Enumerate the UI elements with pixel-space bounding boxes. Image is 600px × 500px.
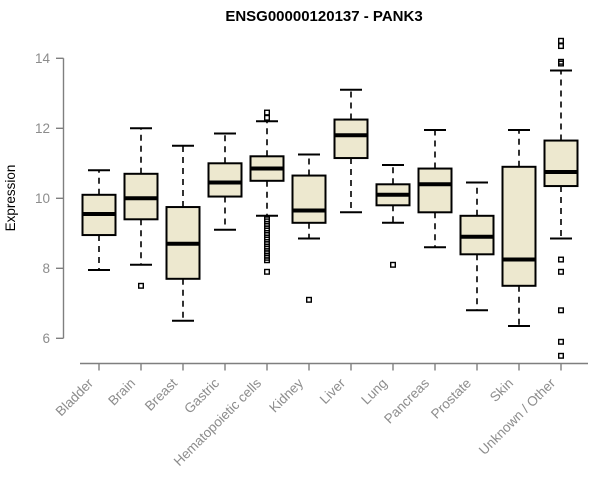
outlier-point bbox=[558, 37, 565, 44]
x-category-label-pancreas: Pancreas bbox=[381, 375, 432, 426]
outlier-point bbox=[264, 257, 271, 264]
x-category-label-bladder: Bladder bbox=[53, 375, 97, 419]
y-tick-label: 6 bbox=[42, 331, 50, 346]
outlier-point bbox=[264, 109, 271, 116]
box-prostate bbox=[459, 181, 495, 312]
x-category-label-liver: Liver bbox=[317, 375, 349, 407]
x-category-label-gastric: Gastric bbox=[181, 375, 222, 416]
box-kidney bbox=[291, 153, 327, 303]
chart-title: ENSG00000120137 - PANK3 bbox=[225, 8, 422, 25]
x-category-label-kidney: Kidney bbox=[266, 375, 306, 415]
box-unknown-other bbox=[543, 37, 579, 359]
x-category-label-lung: Lung bbox=[358, 376, 390, 408]
outlier-point bbox=[264, 114, 271, 121]
iqr-box bbox=[333, 118, 369, 160]
y-tick-label: 8 bbox=[42, 261, 50, 276]
box-breast bbox=[165, 144, 201, 322]
box-bladder bbox=[81, 169, 117, 272]
x-category-label-prostate: Prostate bbox=[428, 376, 474, 422]
iqr-box bbox=[501, 165, 537, 287]
outlier-point bbox=[558, 307, 565, 314]
iqr-box bbox=[291, 174, 327, 224]
box-pancreas bbox=[417, 129, 453, 249]
outlier-point bbox=[558, 43, 565, 50]
outlier-point bbox=[558, 268, 565, 275]
iqr-box bbox=[207, 162, 243, 198]
x-category-label-brain: Brain bbox=[105, 376, 138, 409]
boxes-layer bbox=[81, 37, 579, 359]
y-tick-label: 10 bbox=[35, 191, 50, 206]
y-axis-title: Expression bbox=[3, 165, 18, 232]
x-category-label-skin: Skin bbox=[487, 376, 516, 405]
outlier-point bbox=[558, 60, 565, 67]
box-liver bbox=[333, 88, 369, 214]
box-hematopoietic-cells bbox=[249, 109, 285, 275]
iqr-box bbox=[417, 167, 453, 214]
box-gastric bbox=[207, 132, 243, 231]
box-skin bbox=[501, 129, 537, 328]
outlier-point bbox=[137, 282, 144, 289]
outlier-point bbox=[264, 268, 271, 275]
y-tick-label: 12 bbox=[35, 121, 50, 136]
outlier-point bbox=[558, 338, 565, 345]
outlier-point bbox=[390, 261, 397, 268]
box-lung bbox=[375, 164, 411, 268]
y-tick-label: 14 bbox=[35, 51, 51, 66]
iqr-box bbox=[543, 139, 579, 188]
x-category-label-breast: Breast bbox=[142, 375, 180, 413]
x-category-label-unknown-other: Unknown / Other bbox=[476, 375, 559, 458]
box-brain bbox=[123, 127, 159, 289]
outlier-point bbox=[558, 352, 565, 359]
outlier-point bbox=[558, 256, 565, 263]
outlier-point bbox=[306, 296, 313, 303]
